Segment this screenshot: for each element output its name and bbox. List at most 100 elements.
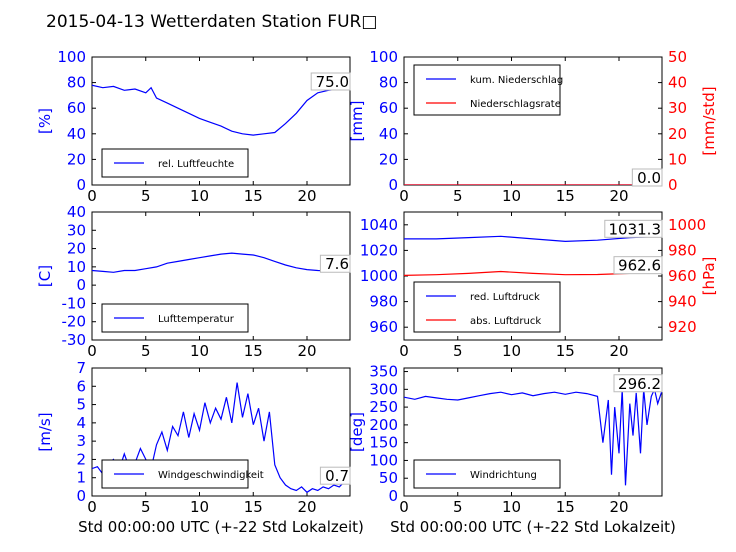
y-axis-label: [deg] — [348, 412, 366, 452]
x-tick-label: 0 — [399, 187, 409, 205]
y-tick-label: 100 — [369, 451, 398, 469]
y-tick-label: 150 — [369, 434, 398, 452]
y-tick-label: 30 — [67, 221, 86, 239]
y-tick-label: -10 — [62, 294, 87, 312]
legend-box — [413, 281, 561, 333]
x-axis-label: Std 00:00:00 UTC (+-22 Std Lokalzeit) — [390, 518, 676, 536]
y-axis-label: [m/s] — [36, 412, 54, 451]
x-tick-label: 5 — [141, 342, 151, 360]
y2-tick-label: 1000 — [668, 216, 706, 234]
y-tick-label: 1 — [76, 469, 86, 487]
y-tick-label: 10 — [67, 258, 86, 276]
y-axis-label: [%] — [36, 108, 54, 134]
x-tick-label: 20 — [609, 342, 628, 360]
x-tick-label: 15 — [556, 498, 575, 516]
y-tick-label: 5 — [76, 396, 86, 414]
x-tick-label: 20 — [609, 498, 628, 516]
x-tick-label: 15 — [244, 187, 263, 205]
y-tick-label: 100 — [57, 48, 86, 66]
x-axis-label: Std 00:00:00 UTC (+-22 Std Lokalzeit) — [78, 518, 364, 536]
y2-tick-label: 940 — [668, 293, 697, 311]
series-line-rel-luftfeuchte — [92, 84, 350, 136]
y-tick-label: 2 — [76, 450, 86, 468]
y-tick-label: -20 — [62, 313, 87, 331]
x-tick-label: 10 — [502, 342, 521, 360]
legend-entry: Lufttemperatur — [158, 314, 235, 325]
value-label-box — [631, 168, 663, 187]
last-value-label: 0.7 — [325, 467, 349, 485]
y-tick-label: 3 — [76, 432, 86, 450]
temperature-panel: 0 5 10 15 20-30-20-10010203040[C]7.6Lufttemp… — [36, 203, 351, 360]
y-tick-label: 980 — [369, 293, 398, 311]
precip-panel: 0 5 10 15 20 0 20 40 60 80 100 [mm] 0 10 20 30 40 50 [mm/s… — [348, 48, 718, 205]
x-tick-label: 20 — [609, 187, 628, 205]
y2-tick-label: 920 — [668, 318, 697, 336]
x-tick-label: 20 — [297, 498, 316, 516]
legend-entry: Windgeschwindigkeit — [158, 470, 264, 481]
y-tick-label: 350 — [369, 363, 398, 381]
y2-tick-label: 20 — [668, 125, 687, 143]
x-tick-label: 5 — [141, 187, 151, 205]
x-tick-label: 20 — [297, 187, 316, 205]
y-axis-label: [mm] — [348, 101, 366, 142]
value-label-box — [319, 254, 351, 273]
value-label-box — [310, 72, 351, 91]
y-tick-label: 60 — [67, 99, 86, 117]
x-tick-label: 5 — [453, 342, 463, 360]
legend-entry: abs. Luftdruck — [470, 316, 541, 327]
y-tick-label: 80 — [67, 74, 86, 92]
y-tick-label: 1040 — [360, 216, 398, 234]
value-label-box — [319, 466, 351, 485]
y-tick-label: 20 — [67, 240, 86, 258]
y-tick-label: 200 — [369, 416, 398, 434]
value-label-box — [604, 219, 663, 238]
y-tick-label: 0 — [388, 176, 398, 194]
y-tick-label: 960 — [369, 318, 398, 336]
y2-tick-label: 980 — [668, 241, 697, 259]
x-tick-label: 0 — [87, 187, 97, 205]
y-tick-label: 100 — [369, 48, 398, 66]
x-tick-label: 5 — [453, 187, 463, 205]
x-tick-label: 10 — [502, 187, 521, 205]
x-tick-label: 0 — [87, 498, 97, 516]
x-tick-label: 10 — [190, 187, 209, 205]
x-tick-label: 15 — [244, 342, 263, 360]
y-tick-label: 60 — [379, 99, 398, 117]
legend-entry: rel. Luftfeuchte — [158, 159, 234, 170]
y-tick-label: 4 — [76, 414, 86, 432]
y2-tick-label: 40 — [668, 74, 687, 92]
y-tick-label: 40 — [67, 203, 86, 221]
last-value-label: 75.0 — [316, 73, 349, 91]
humidity-panel: 0 5 10 15 20 0 20 40 60 80 100 [%] 75.0 rel. Luftfeuc… — [36, 48, 351, 205]
y-tick-label: 0 — [76, 487, 86, 505]
pressure-panel: 0 5 10 15 20 960 980 1000 1020 1040 920 940 960 980 10… — [360, 211, 718, 360]
y2-tick-label: 0 — [668, 176, 678, 194]
y2-tick-label: 10 — [668, 150, 687, 168]
y-tick-label: 0 — [76, 176, 86, 194]
last-value-label: 0.0 — [637, 169, 661, 187]
y2-tick-label: 50 — [668, 48, 687, 66]
legend-entry: Niederschlagsrate — [470, 99, 561, 110]
y-tick-label: 80 — [379, 74, 398, 92]
x-tick-label: 10 — [190, 498, 209, 516]
y-tick-label: 300 — [369, 380, 398, 398]
value-label-box — [613, 256, 663, 275]
y2-tick-label: 30 — [668, 99, 687, 117]
legend-entry: kum. Niederschlag — [470, 75, 563, 86]
y-axis-label: [C] — [36, 265, 54, 287]
y-tick-label: 20 — [379, 150, 398, 168]
legend-entry: red. Luftdruck — [470, 292, 540, 303]
x-tick-label: 10 — [502, 498, 521, 516]
y2-tick-label: 960 — [668, 267, 697, 285]
y-tick-label: 0 — [76, 276, 86, 294]
y2-axis-label: [mm/std] — [700, 86, 718, 155]
x-tick-label: 5 — [453, 498, 463, 516]
last-value-label: 7.6 — [325, 255, 349, 273]
x-tick-label: 15 — [556, 187, 575, 205]
x-tick-label: 0 — [399, 342, 409, 360]
y-tick-label: 40 — [67, 125, 86, 143]
legend-box — [413, 64, 561, 116]
